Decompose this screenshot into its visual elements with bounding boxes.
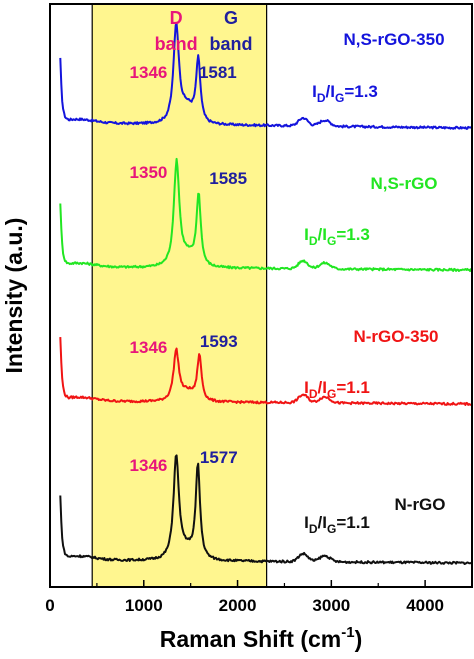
x-axis: 0 1000 2000 3000 4000 (45, 580, 444, 615)
intensity-ratio-label: ID/IG=1.3 (312, 82, 378, 105)
series-line (59, 337, 473, 406)
band-label-word: band (155, 34, 198, 54)
band-label-letter: D (170, 8, 183, 28)
g-peak-label: 1577 (200, 448, 238, 467)
plot-frame (49, 3, 473, 588)
x-axis-label-suffix: ) (355, 626, 363, 652)
x-tick-label: 0 (45, 596, 54, 615)
series-line (59, 454, 473, 565)
x-tick-label: 4000 (406, 596, 444, 615)
series-layer (59, 22, 473, 565)
x-tick-label: 2000 (219, 596, 257, 615)
g-peak-label: 1581 (199, 63, 237, 82)
d-peak-label: 1350 (130, 163, 168, 182)
intensity-ratio-label: ID/IG=1.3 (304, 225, 370, 248)
d-peak-label: 1346 (130, 338, 168, 357)
series-name-label: N-rGO (395, 495, 446, 514)
g-peak-label: 1585 (209, 169, 247, 188)
x-axis-label-sup: -1 (341, 624, 354, 641)
x-tick-label: 1000 (125, 596, 163, 615)
series-line (59, 157, 473, 273)
series-name-label: N,S-rGO-350 (343, 30, 444, 49)
x-tick-label: 3000 (312, 596, 350, 615)
series-name-label: N-rGO-350 (353, 327, 438, 346)
x-axis-label: Raman Shift (cm-1) (160, 624, 363, 652)
intensity-ratio-label: ID/IG=1.1 (304, 513, 370, 536)
intensity-ratio-label: ID/IG=1.1 (304, 378, 370, 401)
y-axis-label: Intensity (a.u.) (1, 218, 27, 374)
x-axis-label-main: Raman Shift (cm (160, 626, 341, 652)
d-peak-label: 1346 (130, 63, 168, 82)
band-label-word: band (209, 34, 252, 54)
band-label-letter: G (224, 8, 238, 28)
series-name-label: N,S-rGO (370, 174, 437, 193)
g-peak-label: 1593 (200, 332, 238, 351)
d-peak-label: 1346 (130, 456, 168, 475)
series-line (59, 22, 473, 130)
